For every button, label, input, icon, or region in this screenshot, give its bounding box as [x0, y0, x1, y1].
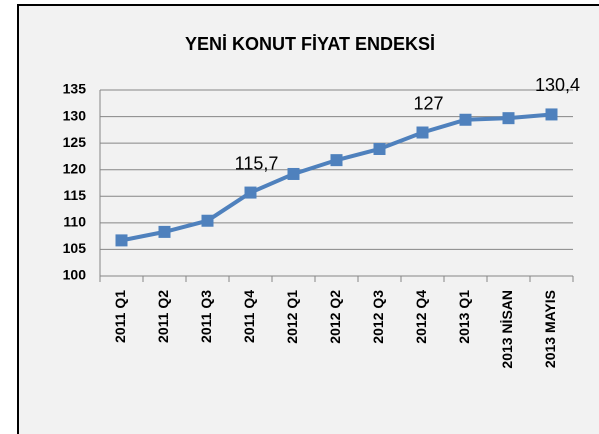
- x-tick-label: 2011 Q3: [198, 290, 214, 343]
- x-tick-label: 2011 Q1: [112, 290, 128, 343]
- marker: [330, 154, 343, 167]
- marker: [502, 112, 515, 125]
- marker: [416, 126, 429, 139]
- y-tick-label: 105: [63, 240, 87, 256]
- chart-area: [17, 4, 599, 434]
- data-label: 130,4: [535, 75, 580, 95]
- x-tick-label: 2012 Q2: [327, 290, 343, 344]
- data-label: 127: [413, 93, 443, 113]
- y-tick-label: 125: [63, 134, 87, 150]
- y-tick-label: 100: [63, 267, 87, 283]
- marker: [115, 234, 128, 247]
- marker: [545, 108, 558, 121]
- x-tick-label: 2011 Q2: [155, 290, 171, 343]
- marker: [201, 214, 214, 227]
- marker: [244, 186, 257, 199]
- data-label: 115,7: [235, 153, 279, 173]
- marker: [287, 167, 300, 180]
- x-tick-label: 2012 Q4: [413, 290, 429, 344]
- y-tick-label: 110: [63, 214, 86, 230]
- chart-title: YENİ KONUT FİYAT ENDEKSİ: [185, 34, 435, 54]
- y-tick-label: 120: [63, 160, 87, 176]
- y-tick-label: 115: [63, 187, 86, 203]
- marker: [373, 142, 386, 155]
- x-tick-label: 2013 MAYIS: [542, 290, 558, 368]
- y-tick-label: 135: [63, 81, 87, 97]
- x-tick-label: 2011 Q4: [241, 290, 257, 343]
- marker: [158, 225, 171, 238]
- y-tick-label: 130: [63, 107, 87, 123]
- x-tick-label: 2012 Q1: [284, 290, 300, 344]
- x-tick-label: 2013 Q1: [456, 290, 472, 344]
- x-tick-label: 2012 Q3: [370, 290, 386, 344]
- x-tick-label: 2013 NİSAN: [499, 290, 515, 369]
- marker: [459, 113, 472, 126]
